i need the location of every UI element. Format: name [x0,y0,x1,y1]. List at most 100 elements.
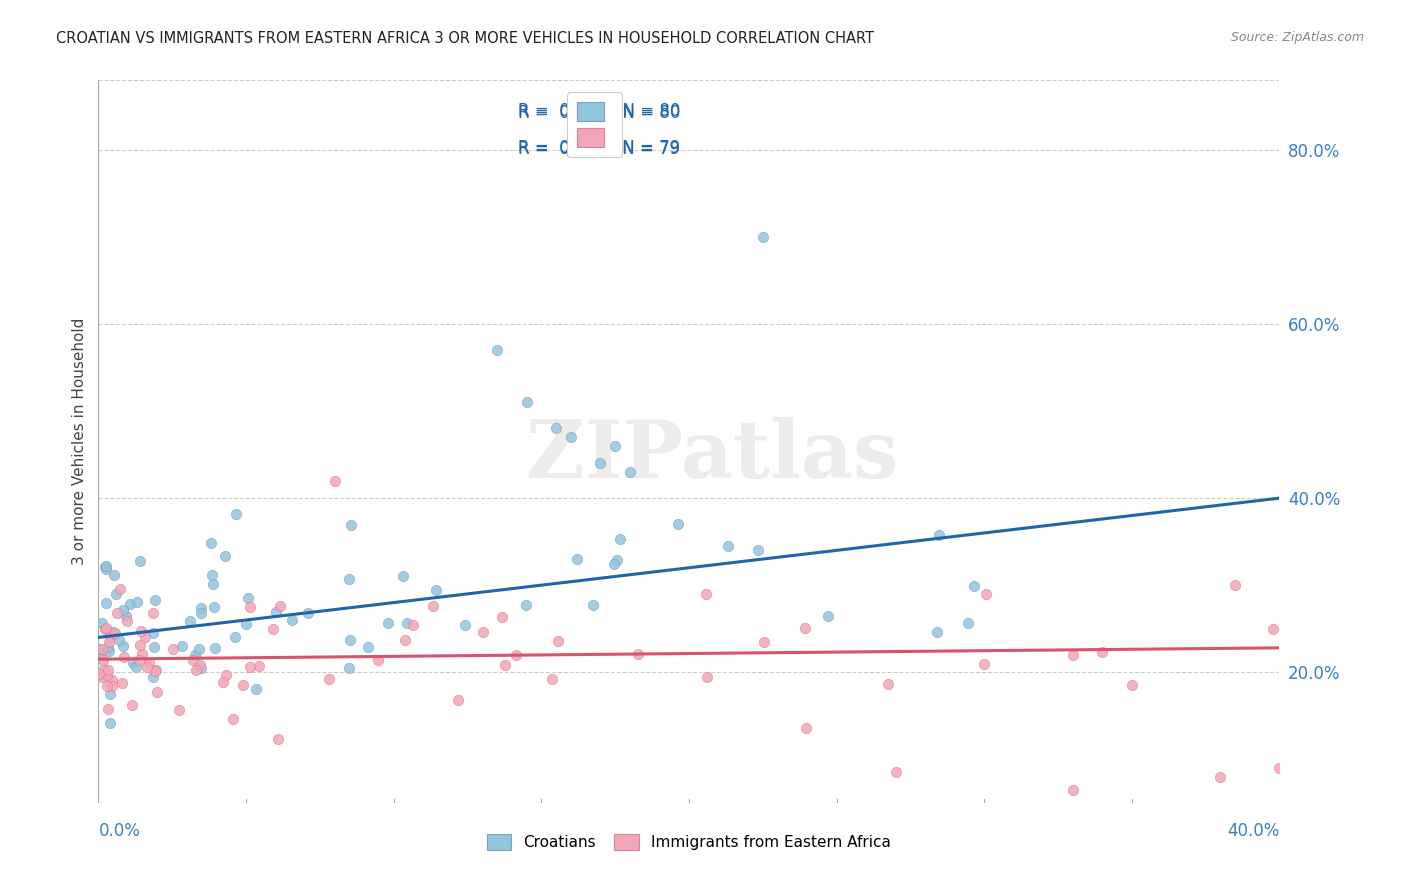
Point [1209,770,1232,784]
Point [108,633,131,648]
Point [695,587,717,601]
Point [323,474,346,488]
Point [609,533,631,547]
Point [108,582,131,596]
Point [143,640,166,654]
Point [235,617,257,632]
Point [204,640,226,655]
Point [96,668,118,682]
Point [181,653,204,667]
Point [447,692,470,706]
Point [696,669,718,683]
Point [142,626,165,640]
Point [454,618,477,632]
Point [98,687,121,701]
Point [167,703,190,717]
Point [101,625,124,640]
Point [93,662,115,676]
Point [747,543,769,558]
Point [264,605,287,619]
Point [183,648,205,662]
Point [486,343,509,358]
Point [94,559,117,574]
Point [97,640,120,655]
Point [122,657,145,671]
Point [89,667,111,681]
Point [238,591,260,605]
Point [627,647,650,661]
Point [267,732,290,747]
Point [190,661,212,675]
Point [394,633,416,648]
Point [357,640,380,655]
Point [956,615,979,630]
Point [162,642,184,657]
Point [582,598,605,612]
Point [115,614,138,628]
Point [118,597,141,611]
Point [98,630,121,644]
Point [111,639,134,653]
Point [94,621,117,635]
Point [884,765,907,780]
Point [974,587,997,601]
Point [1090,645,1112,659]
Point [515,599,537,613]
Point [1121,678,1143,692]
Point [215,668,238,682]
Point [121,698,143,712]
Point [817,609,839,624]
Point [91,642,114,657]
Point [90,670,112,684]
Point [101,679,124,693]
Point [97,663,120,677]
Point [337,661,360,675]
Point [201,577,224,591]
Point [973,657,995,671]
Point [245,682,267,697]
Point [547,634,569,648]
Point [395,615,418,630]
Point [94,559,117,574]
Point [794,621,817,635]
Point [145,664,167,678]
Point [110,676,132,690]
Point [179,614,201,628]
Point [565,551,588,566]
Y-axis label: 3 or more Vehicles in Household: 3 or more Vehicles in Household [72,318,87,566]
Text: ZIPatlas: ZIPatlas [526,417,898,495]
Legend: , : , [567,92,621,157]
Point [134,630,156,644]
Point [297,606,319,620]
Text: R =  0.315   N = 80: R = 0.315 N = 80 [517,102,681,120]
Point [98,635,121,649]
Point [104,626,127,640]
Point [491,610,513,624]
Point [225,508,247,522]
Point [794,721,817,735]
Point [188,642,211,657]
Point [94,596,117,610]
Point [142,607,165,621]
Point [318,672,340,686]
Point [98,644,121,658]
Point [202,600,225,615]
Point [201,568,224,582]
Point [91,653,114,667]
Point [224,630,246,644]
Point [89,642,111,657]
Point [101,673,124,688]
Point [125,660,148,674]
Point [589,456,612,470]
Point [619,465,641,479]
Point [367,653,389,667]
Point [97,702,120,716]
Point [752,230,775,244]
Point [96,562,118,576]
Point [269,599,291,613]
Point [143,593,166,607]
Point [89,646,111,660]
Point [546,421,568,435]
Point [170,639,193,653]
Point [603,557,626,571]
